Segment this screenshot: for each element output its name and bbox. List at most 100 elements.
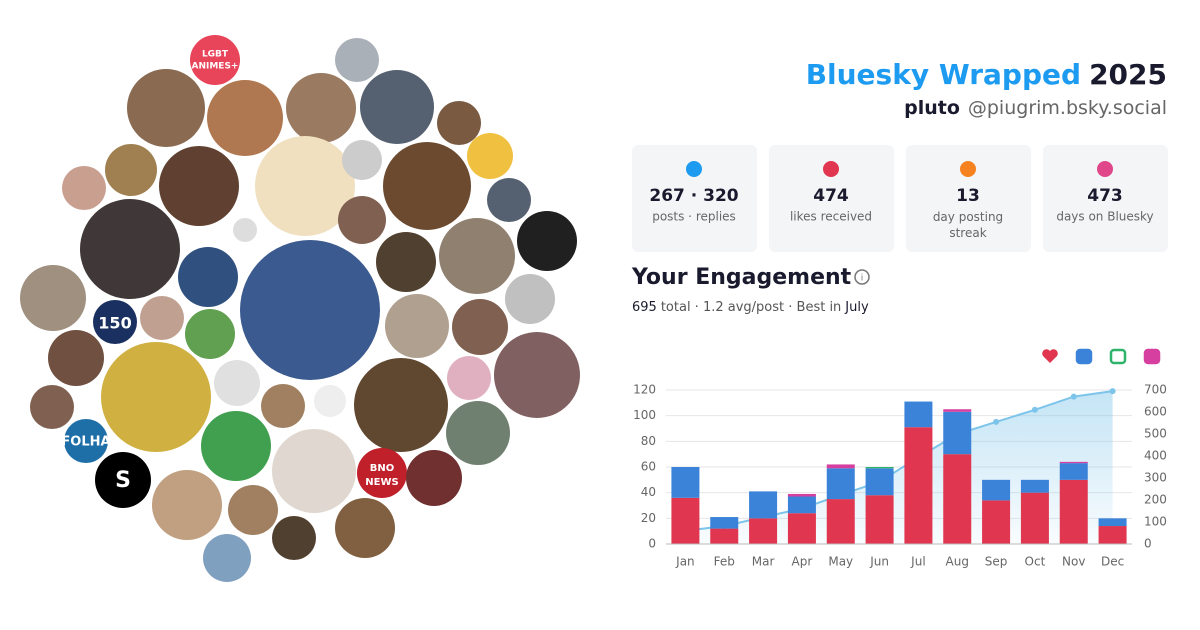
bar-segment bbox=[671, 497, 700, 544]
stat-value: 473 bbox=[1087, 186, 1123, 206]
stat-icon bbox=[823, 161, 839, 177]
avatar[interactable] bbox=[255, 136, 355, 236]
avatar[interactable] bbox=[214, 360, 260, 406]
avatar[interactable] bbox=[357, 448, 407, 498]
avatar[interactable] bbox=[385, 294, 449, 358]
y2-tick-label: 0 bbox=[1144, 537, 1152, 551]
avatar[interactable] bbox=[335, 498, 395, 558]
y2-tick-label: 400 bbox=[1144, 449, 1167, 463]
avatar[interactable] bbox=[446, 401, 510, 465]
avatar[interactable] bbox=[159, 146, 239, 226]
stat-label-line: day posting bbox=[933, 210, 1003, 224]
x-tick-label: Sep bbox=[985, 555, 1008, 569]
bar-segment bbox=[671, 467, 700, 498]
avatar[interactable] bbox=[48, 330, 104, 386]
cumulative-point bbox=[1031, 406, 1038, 413]
x-tick-label: Jul bbox=[910, 555, 925, 569]
avatar-label: S bbox=[115, 468, 131, 493]
avatar[interactable] bbox=[178, 247, 238, 307]
bar-segment bbox=[826, 499, 855, 544]
stat-value: 13 bbox=[956, 186, 980, 206]
bar-segment bbox=[1098, 518, 1127, 527]
avatar[interactable] bbox=[335, 38, 379, 82]
avatar[interactable] bbox=[314, 385, 346, 417]
avatar[interactable] bbox=[286, 73, 356, 143]
bar-segment bbox=[904, 427, 933, 544]
title-year: 2025 bbox=[1089, 58, 1167, 91]
avatar[interactable] bbox=[152, 470, 222, 540]
avatar[interactable] bbox=[261, 384, 305, 428]
avatar[interactable] bbox=[505, 274, 555, 324]
avatar[interactable] bbox=[240, 240, 380, 380]
avatar[interactable] bbox=[95, 452, 151, 508]
avatar[interactable] bbox=[452, 299, 508, 355]
x-tick-label: Aug bbox=[946, 555, 969, 569]
x-tick-label: Mar bbox=[752, 555, 775, 569]
y-tick-label: 0 bbox=[648, 537, 656, 551]
legend-icon[interactable] bbox=[1143, 348, 1161, 365]
avatar-label: LGBT bbox=[202, 50, 229, 60]
avatar[interactable] bbox=[207, 80, 283, 156]
bar-segment bbox=[1059, 479, 1088, 544]
avatar[interactable] bbox=[105, 144, 157, 196]
avatar[interactable] bbox=[20, 265, 86, 331]
bar-segment bbox=[943, 454, 972, 544]
avatar[interactable] bbox=[360, 70, 434, 144]
y-tick-label: 40 bbox=[641, 485, 656, 499]
avatar[interactable] bbox=[342, 140, 382, 180]
avatar[interactable] bbox=[233, 218, 257, 242]
avatar[interactable] bbox=[272, 429, 356, 513]
avatar[interactable] bbox=[487, 178, 531, 222]
avatar-label: 150 bbox=[98, 314, 131, 333]
avatar[interactable] bbox=[201, 411, 271, 481]
info-icon[interactable] bbox=[854, 269, 870, 285]
avatar[interactable] bbox=[406, 450, 462, 506]
avatar-label: ANIMES+ bbox=[192, 62, 239, 72]
avatar[interactable] bbox=[517, 211, 577, 271]
y2-tick-label: 500 bbox=[1144, 427, 1167, 441]
avatar[interactable] bbox=[354, 358, 448, 452]
title: Bluesky Wrapped 2025 bbox=[806, 58, 1167, 91]
avatar[interactable] bbox=[383, 142, 471, 230]
bar-segment bbox=[826, 464, 855, 469]
avatar[interactable] bbox=[272, 516, 316, 560]
avatar[interactable] bbox=[447, 356, 491, 400]
avatar[interactable] bbox=[101, 342, 211, 452]
x-tick-label: Jan bbox=[675, 555, 695, 569]
avatar[interactable] bbox=[80, 199, 180, 299]
avatar[interactable] bbox=[467, 133, 513, 179]
summary: total · 1.2 avg/post · Best in bbox=[661, 300, 841, 315]
avatar[interactable] bbox=[127, 69, 205, 147]
stat-icon bbox=[1097, 161, 1113, 177]
total: 695 bbox=[632, 300, 657, 315]
x-tick-label: Nov bbox=[1062, 555, 1085, 569]
bar-segment bbox=[1059, 463, 1088, 480]
avatar[interactable] bbox=[30, 385, 74, 429]
avatar[interactable] bbox=[437, 101, 481, 145]
legend-icon[interactable] bbox=[1109, 348, 1127, 365]
avatar[interactable] bbox=[203, 534, 251, 582]
avatar[interactable] bbox=[376, 232, 436, 292]
avatar[interactable] bbox=[64, 419, 108, 463]
x-tick-label: Jun bbox=[869, 555, 889, 569]
avatar[interactable] bbox=[439, 218, 515, 294]
avatar[interactable] bbox=[185, 309, 235, 359]
avatar[interactable] bbox=[338, 196, 386, 244]
bar-segment bbox=[749, 491, 778, 519]
avatar[interactable] bbox=[62, 166, 106, 210]
avatar[interactable] bbox=[228, 485, 278, 535]
legend-icon[interactable] bbox=[1042, 349, 1058, 363]
bar-segment bbox=[749, 518, 778, 544]
avatar[interactable] bbox=[190, 35, 240, 85]
x-tick-label: Oct bbox=[1025, 555, 1046, 569]
cumulative-point bbox=[1109, 388, 1116, 395]
legend-icon[interactable] bbox=[1075, 348, 1093, 365]
stat-label-line: streak bbox=[949, 226, 986, 240]
avatar[interactable] bbox=[494, 332, 580, 418]
cumulative-point bbox=[993, 418, 1000, 425]
avatar[interactable] bbox=[93, 300, 137, 344]
avatar[interactable] bbox=[140, 296, 184, 340]
stat-card bbox=[1043, 145, 1168, 252]
bar-segment bbox=[826, 468, 855, 500]
bar-segment bbox=[982, 500, 1011, 544]
